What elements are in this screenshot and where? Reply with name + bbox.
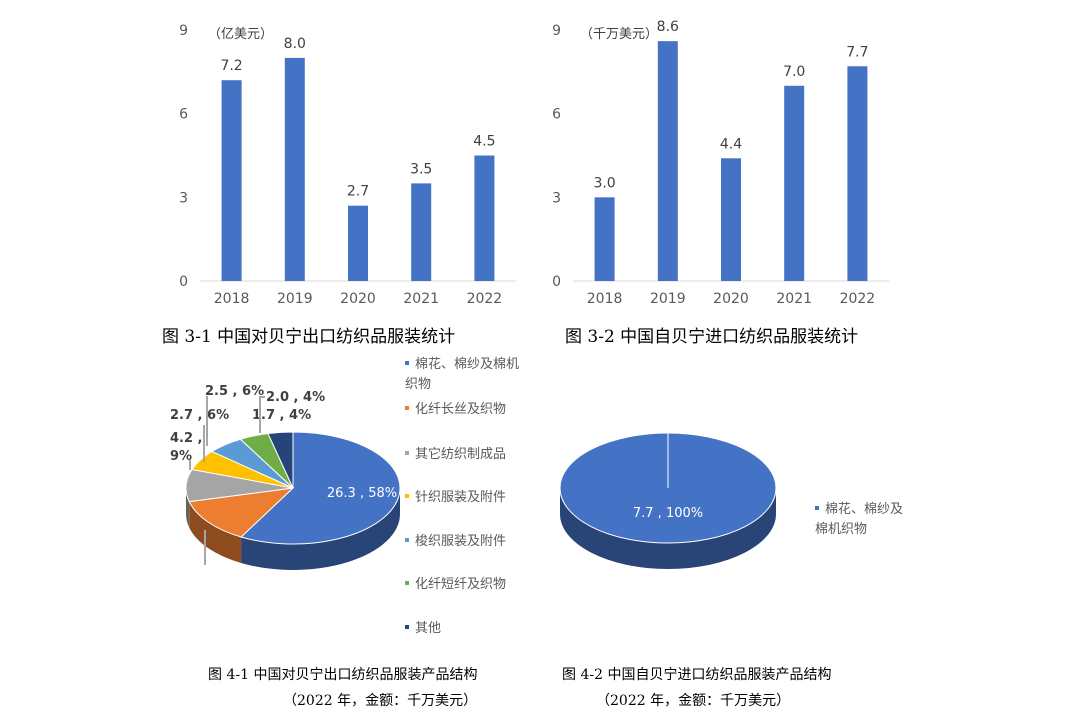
data-label: 4.5 (473, 134, 495, 150)
data-label: 3.5 (410, 161, 432, 177)
legend-label: 针织服装及附件 (415, 490, 507, 505)
legend-marker (405, 538, 409, 542)
pie-side-棉花、棉纱及棉机织物 (241, 488, 401, 570)
pie-slice-棉花、棉纱及棉机织物 (240, 431, 401, 545)
pie-side-化纤长丝及织物 (189, 501, 242, 563)
legend-item: 化纤短纤及织物 (405, 575, 523, 595)
subcaption-fig-4-1: （2022 年，金额：千万美元） (283, 693, 478, 709)
legend-item: 其他 (405, 619, 523, 639)
y-tick-label: 6 (179, 107, 188, 123)
legend-marker (405, 494, 409, 498)
legend-label: 梭织服装及附件 (415, 534, 507, 549)
data-label: 8.6 (657, 19, 679, 35)
legend-label: 棉花、棉纱及棉机织物 (815, 502, 904, 537)
x-tick-label: 2018 (214, 291, 250, 307)
caption-fig-3-1: 图 3-1 中国对贝宁出口纺织品服装统计 (162, 327, 456, 347)
y-tick-label: 0 (552, 274, 561, 290)
bar-2018 (221, 80, 242, 281)
y-tick-label: 9 (552, 23, 561, 39)
bar-2022 (847, 66, 868, 281)
data-label: 1.7 , 4% (252, 408, 311, 423)
pie-slice-化纤长丝及织物 (188, 487, 295, 538)
data-label: 8.0 (284, 36, 306, 52)
bar-2020 (348, 205, 368, 281)
y-tick-label: 9 (179, 23, 188, 39)
pie-side-其它纺织制成品 (186, 488, 190, 528)
data-label: 9% (170, 449, 192, 464)
legend-label: 化纤长丝及织物 (415, 402, 507, 417)
leader-line (259, 396, 265, 433)
data-label: 3.0 (593, 175, 615, 191)
caption-fig-4-1: 图 4-1 中国对贝宁出口纺织品服装产品结构 (208, 667, 478, 683)
legend-item: 棉花、棉纱及棉机织物 (405, 355, 523, 395)
data-label: 2.5 , 6% (205, 384, 264, 399)
x-tick-label: 2019 (650, 291, 686, 307)
caption-fig-4-2: 图 4-2 中国自贝宁进口纺织品服装产品结构 (562, 667, 832, 683)
data-label: 7.0 (783, 64, 805, 80)
data-label: 4.2 , (170, 431, 203, 446)
bar-2022 (474, 155, 495, 281)
y-tick-label: 3 (552, 190, 561, 206)
y-tick-label: 6 (552, 107, 561, 123)
data-label: 26.3 , 58% (327, 486, 397, 501)
data-label: 4.4 (720, 136, 742, 152)
unit-label: （千万美元） (580, 27, 658, 42)
legend-marker (815, 506, 819, 510)
x-tick-label: 2020 (340, 291, 376, 307)
bar-2019 (657, 41, 678, 282)
bar-2021 (784, 85, 805, 282)
pie-slice-其他 (267, 431, 294, 489)
legend-item: 化纤长丝及织物 (405, 400, 523, 420)
legend-item: 棉花、棉纱及棉机织物 (815, 500, 905, 540)
x-tick-label: 2018 (587, 291, 623, 307)
y-tick-label: 3 (179, 190, 188, 206)
x-tick-label: 2021 (776, 291, 812, 307)
data-label: 2.0 , 4% (266, 390, 325, 405)
x-tick-label: 2020 (713, 291, 749, 307)
legend-marker (405, 406, 409, 410)
data-label: 7.7 (846, 44, 868, 60)
legend-label: 其他 (415, 621, 442, 636)
unit-label: （亿美元） (208, 27, 273, 42)
y-tick-label: 0 (179, 274, 188, 290)
data-label: 2.7 (347, 184, 369, 200)
legend-item: 梭织服装及附件 (405, 532, 523, 552)
pie-side-棉花、棉纱及棉机织物 (560, 488, 776, 569)
legend-marker (405, 451, 409, 455)
bar-2019 (284, 57, 305, 282)
x-tick-label: 2022 (467, 291, 503, 307)
data-label: 7.2 (220, 58, 242, 74)
legend-label: 其它纺织制成品 (415, 447, 507, 462)
data-label: 7.7 , 100% (633, 506, 703, 521)
legend-label: 棉花、棉纱及棉机织物 (405, 357, 520, 392)
caption-fig-3-2: 图 3-2 中国自贝宁进口纺织品服装统计 (565, 327, 859, 347)
legend-marker (405, 361, 409, 365)
bar-2021 (411, 183, 432, 281)
bar-2018 (594, 197, 615, 281)
x-tick-label: 2019 (277, 291, 313, 307)
legend-marker (405, 625, 409, 629)
x-tick-label: 2021 (403, 291, 439, 307)
legend-label: 化纤短纤及织物 (415, 577, 507, 592)
legend-item: 针织服装及附件 (405, 488, 523, 508)
legend-item: 其它纺织制成品 (405, 445, 523, 465)
bar-2020 (721, 158, 741, 281)
x-tick-label: 2022 (840, 291, 876, 307)
legend-marker (405, 581, 409, 585)
subcaption-fig-4-2: （2022 年，金额：千万美元） (596, 693, 791, 709)
data-label: 2.7 , 6% (170, 408, 229, 423)
